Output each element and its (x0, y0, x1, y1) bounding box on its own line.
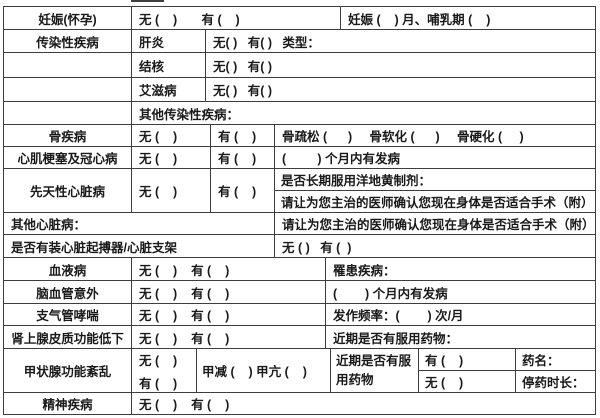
row-other-heart: 其他心脏病： 请让为您主治的医师确认您现在身体是否适合手术（附） (4, 212, 595, 234)
doctor-confirm-note: 请让为您主治的医师确认您现在身体是否适合手术（附） (275, 190, 595, 212)
aids-label: 艾滋病 (131, 78, 205, 101)
row-congenital-heart: 先天性心脏病 无 ( ) 有 ( ) 是否长期服用洋地黄制剂： 请让为您主治的医… (4, 168, 595, 212)
adrenal-label: 肾上腺皮质功能低下 (11, 331, 124, 346)
congenital-heart-no-option: 无 ( ) (131, 169, 210, 212)
row-pacemaker: 是否有装心脏起搏器/心脏支架 无 ( ) 有 ( ) (4, 234, 595, 257)
thyroid-options: 无 ( ) 有 ( ) (131, 349, 196, 392)
thyroid-drug-fields: 药名： 停药时长： (515, 349, 595, 392)
bone-label: 骨疾病 (48, 130, 87, 144)
row-heart-attack: 心肌梗塞及冠心病 无 ( ) 有 ( ) ( ) 个月内有发病 (4, 146, 595, 168)
empty-cell (4, 78, 131, 101)
tb-options: 无( ) 有( ) (205, 53, 595, 77)
medical-history-table: 妊娠(怀孕) 无 ( ) 有 ( ) 妊娠 ( ) 月、哺乳期 ( ) 传染性疾… (3, 6, 596, 415)
thyroid-med-no: 无 ( ) (419, 370, 515, 392)
heart-attack-label: 心肌梗塞及冠心病 (17, 152, 118, 166)
aids-options: 无( ) 有( ) (205, 78, 595, 101)
empty-cell (4, 102, 131, 124)
asthma-label: 支气管哮喘 (36, 309, 99, 323)
stroke-label: 脑血管意外 (36, 286, 99, 301)
row-thyroid: 甲状腺功能紊乱 无 ( ) 有 ( ) 甲减 ( ) 甲亢 ( ) 近期是否有服… (4, 348, 595, 392)
adrenal-detail: 近期是否有服用药物： (325, 326, 595, 348)
thyroid-types: 甲减 ( ) 甲亢 ( ) (196, 349, 330, 392)
heart-attack-yes-option: 有 ( ) (210, 147, 274, 168)
stop-duration-label: 停药时长： (516, 370, 595, 392)
row-asthma: 支气管哮喘 无 ( ) 有 ( ) 发作频率：( ) 次/月 (4, 303, 595, 325)
row-pregnancy: 妊娠(怀孕) 无 ( ) 有 ( ) 妊娠 ( ) 月、哺乳期 ( ) (4, 7, 595, 29)
pacemaker-label: 是否有装心脏起搏器/心脏支架 (11, 240, 177, 255)
empty-cell (4, 53, 131, 77)
pregnancy-detail: 妊娠 ( ) 月、哺乳期 ( ) (340, 7, 595, 29)
row-bone-disease: 骨疾病 无 ( ) 有 ( ) 骨疏松 ( ) 骨软化 ( ) 骨硬化 ( ) (4, 124, 595, 146)
row-hepatitis: 传染性疾病 肝炎 无( ) 有( ) 类型： (4, 29, 595, 52)
heart-attack-detail: ( ) 个月内有发病 (274, 147, 595, 168)
row-aids: 艾滋病 无( ) 有( ) (4, 77, 595, 101)
pregnancy-options: 无 ( ) 有 ( ) (131, 7, 340, 29)
row-tuberculosis: 结核 无( ) 有( ) (4, 52, 595, 77)
thyroid-label: 甲状腺功能紊乱 (23, 365, 112, 379)
thyroid-recent-meds: 近期是否有服用药物 (330, 349, 418, 392)
congenital-heart-label: 先天性心脏病 (29, 185, 105, 199)
bone-detail: 骨疏松 ( ) 骨软化 ( ) 骨硬化 ( ) (274, 125, 595, 146)
stroke-options: 无 ( ) 有 ( ) (131, 281, 325, 303)
asthma-options: 无 ( ) 有 ( ) (131, 304, 325, 325)
blood-label: 血液病 (48, 263, 87, 278)
row-other-infectious: 其他传染性疾病： (4, 101, 595, 124)
hepatitis-label: 肝炎 (131, 30, 205, 52)
cropped-row-edge (131, 0, 164, 2)
hepatitis-options: 无( ) 有( ) 类型： (205, 30, 595, 52)
row-adrenal: 肾上腺皮质功能低下 无 ( ) 有 ( ) 近期是否有服用药物： (4, 325, 595, 348)
pregnancy-label: 妊娠(怀孕) (38, 12, 97, 27)
blood-options: 无 ( ) 有 ( ) (131, 258, 325, 280)
bone-no-option: 无 ( ) (131, 125, 210, 146)
blood-detail: 罹患疾病： (325, 258, 595, 280)
stroke-detail: ( ) 个月内有发病 (325, 281, 595, 303)
other-heart-doctor-confirm: 请让为您主治的医师确认您现在身体是否适合手术（附） (274, 213, 595, 234)
row-stroke: 脑血管意外 无 ( ) 有 ( ) ( ) 个月内有发病 (4, 280, 595, 303)
other-infectious-label: 其他传染性疾病： (131, 102, 595, 124)
mental-options: 无 ( ) 有 ( ) (131, 393, 595, 414)
asthma-detail: 发作频率：( ) 次/月 (325, 304, 595, 325)
heart-attack-no-option: 无 ( ) (131, 147, 210, 168)
thyroid-yes-option: 有 ( ) (139, 376, 178, 391)
adrenal-options: 无 ( ) 有 ( ) (131, 326, 325, 348)
tb-label: 结核 (131, 53, 205, 77)
digitalis-question: 是否长期服用洋地黄制剂： (281, 174, 432, 188)
thyroid-med-options: 有 ( ) 无 ( ) (418, 349, 515, 392)
bone-yes-option: 有 ( ) (210, 125, 274, 146)
mental-label: 精神疾病 (42, 398, 93, 412)
congenital-heart-details: 是否长期服用洋地黄制剂： 请让为您主治的医师确认您现在身体是否适合手术（附） (274, 169, 595, 212)
row-mental: 精神疾病 无 ( ) 有 ( ) (4, 392, 595, 414)
row-blood-disease: 血液病 无 ( ) 有 ( ) 罹患疾病： (4, 257, 595, 280)
drug-name-label: 药名： (522, 354, 560, 368)
thyroid-med-yes: 有 ( ) (425, 354, 464, 368)
infectious-label: 传染性疾病 (36, 35, 99, 50)
pacemaker-options: 无 ( ) 有 ( ) (274, 235, 595, 257)
thyroid-no-option: 无 ( ) (139, 353, 178, 368)
other-heart-label: 其他心脏病： (11, 218, 87, 232)
congenital-heart-yes-option: 有 ( ) (210, 169, 274, 212)
